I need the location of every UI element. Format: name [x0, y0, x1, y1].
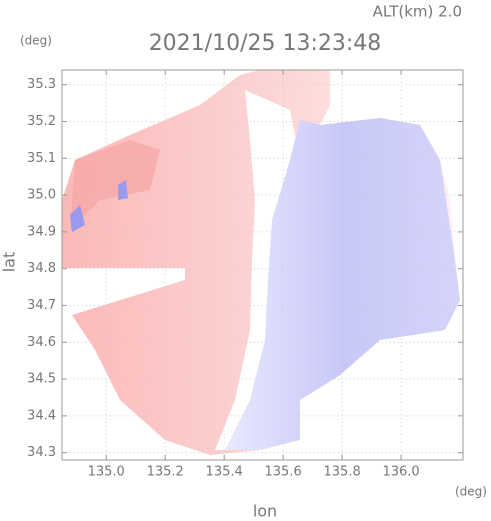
chart-title: 2021/10/25 13:23:48: [149, 31, 382, 56]
x-tick-label: 136.0: [382, 465, 419, 480]
y-tick-label: 35.1: [27, 151, 56, 166]
x-axis-label: lon: [253, 502, 277, 521]
altitude-label: ALT(km) 2.0: [373, 3, 462, 21]
y-tick-label: 34.6: [27, 335, 56, 350]
x-tick-label: 135.2: [147, 465, 184, 480]
x-unit: (deg): [455, 485, 487, 499]
x-tick-label: 135.4: [206, 465, 243, 480]
plot-frame: [61, 69, 464, 461]
y-tick-label: 34.5: [27, 372, 56, 387]
x-tick-label: 135.8: [324, 465, 361, 480]
y-tick-label: 35.3: [27, 77, 56, 92]
y-tick-label: 34.4: [27, 408, 56, 423]
y-tick-label: 35.2: [27, 114, 56, 129]
y-tick-label: 34.7: [27, 298, 56, 313]
y-tick-label: 34.8: [27, 261, 56, 276]
y-unit: (deg): [20, 34, 52, 48]
y-tick-label: 35.0: [27, 188, 56, 203]
x-tick-label: 135.6: [265, 465, 302, 480]
y-tick-label: 34.3: [27, 445, 56, 460]
y-axis-label: lat: [0, 252, 19, 273]
y-tick-label: 34.9: [27, 224, 56, 239]
radar-field: [62, 70, 460, 455]
x-tick-label: 135.0: [88, 465, 125, 480]
